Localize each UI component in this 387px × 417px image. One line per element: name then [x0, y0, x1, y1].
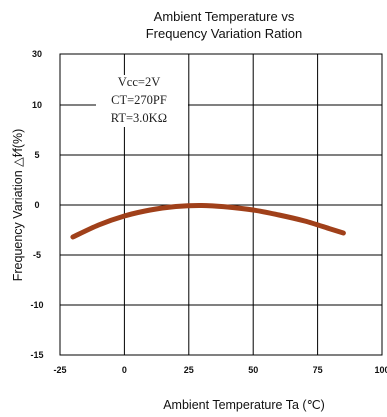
x-tick-labels: -25 0 25 50 75 100	[53, 365, 387, 375]
x-tick-label: -25	[53, 365, 66, 375]
series-group	[70, 202, 346, 240]
y-tick-label: -10	[30, 300, 43, 310]
x-tick-label: 25	[184, 365, 194, 375]
y-tick-label: -15	[30, 350, 43, 360]
x-axis-label: Ambient Temperature Ta (℃)	[163, 398, 325, 412]
chart-title-line-2: Frequency Variation Ration	[146, 26, 303, 41]
x-tick-label: 0	[122, 365, 127, 375]
annotation-vcc: Vcc=2V	[118, 75, 160, 89]
annotation-ct: CT=270PF	[111, 93, 167, 107]
x-tick-label: 100	[374, 365, 387, 375]
x-tick-label: 50	[248, 365, 258, 375]
y-tick-label: 0	[34, 200, 39, 210]
x-tick-label: 75	[313, 365, 323, 375]
y-tick-label: 10	[32, 100, 42, 110]
y-tick-label: 30	[32, 49, 42, 59]
chart-title-line-1: Ambient Temperature vs	[154, 9, 295, 24]
y-tick-label: 5	[34, 150, 39, 160]
annotation-rt: RT=3.0KΩ	[111, 111, 168, 125]
series-line	[70, 202, 346, 240]
y-tick-labels: 30 10 5 0 -5 -10 -15	[30, 49, 43, 360]
annotation-box	[96, 75, 188, 127]
y-tick-label: -5	[33, 250, 41, 260]
y-axis-label: Frequency Variation △f∕f(%)	[11, 129, 25, 282]
